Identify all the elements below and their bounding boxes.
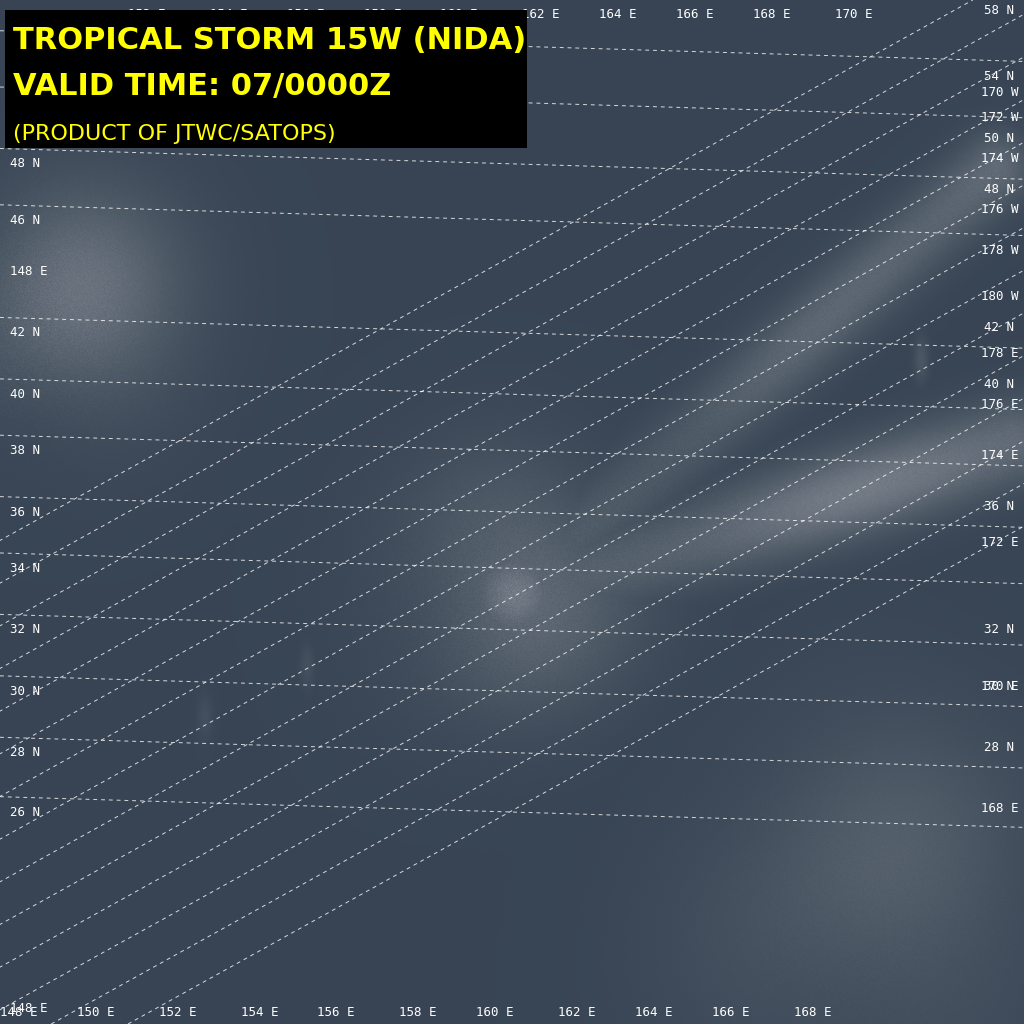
Text: 148 E: 148 E (10, 265, 48, 278)
Text: 26 N: 26 N (10, 806, 40, 818)
Text: 148 E: 148 E (10, 1002, 48, 1015)
Text: 28 N: 28 N (984, 741, 1014, 754)
Text: 48 N: 48 N (10, 158, 40, 170)
Bar (5, 10, 527, 148)
Text: (PRODUCT OF JTWC/SATOPS): (PRODUCT OF JTWC/SATOPS) (13, 124, 336, 144)
Text: 156 E: 156 E (317, 1006, 355, 1019)
Text: 168 E: 168 E (753, 8, 791, 22)
Text: 156 E: 156 E (287, 8, 325, 22)
Text: 38 N: 38 N (10, 444, 40, 457)
Text: 50 N: 50 N (984, 132, 1014, 144)
Text: 150 E: 150 E (77, 1006, 115, 1019)
Text: 176 W: 176 W (981, 204, 1019, 216)
Text: 36 N: 36 N (984, 501, 1014, 513)
Text: 174 W: 174 W (981, 153, 1019, 165)
Text: 40 N: 40 N (984, 378, 1014, 390)
Text: 58 N: 58 N (984, 4, 1014, 16)
Text: 52 N: 52 N (10, 40, 40, 52)
Text: 158 E: 158 E (364, 8, 401, 22)
Text: 46 N: 46 N (10, 214, 40, 226)
Text: 160 E: 160 E (476, 1006, 514, 1019)
Text: 176 E: 176 E (981, 398, 1019, 411)
Text: 154 E: 154 E (241, 1006, 279, 1019)
Text: 54 N: 54 N (984, 71, 1014, 83)
Text: 30 N: 30 N (984, 680, 1014, 692)
Text: VALID TIME: 07/0000Z: VALID TIME: 07/0000Z (13, 72, 392, 100)
Text: 162 E: 162 E (558, 1006, 596, 1019)
Text: 154 E: 154 E (210, 8, 248, 22)
Text: 148 E: 148 E (0, 1006, 38, 1019)
Text: 164 E: 164 E (635, 1006, 673, 1019)
Text: 34 N: 34 N (10, 562, 40, 574)
Text: 36 N: 36 N (10, 506, 40, 518)
Text: 28 N: 28 N (10, 746, 40, 759)
Text: 158 E: 158 E (399, 1006, 437, 1019)
Text: 48 N: 48 N (984, 183, 1014, 196)
Text: 180 W: 180 W (981, 291, 1019, 303)
Text: 166 E: 166 E (676, 8, 714, 22)
Text: 174 E: 174 E (981, 450, 1019, 462)
Text: 170 E: 170 E (981, 680, 1019, 692)
Text: 42 N: 42 N (984, 322, 1014, 334)
Text: 50 N: 50 N (10, 96, 40, 109)
Text: 30 N: 30 N (10, 685, 40, 697)
Text: 178 E: 178 E (981, 347, 1019, 359)
Text: 164 E: 164 E (599, 8, 637, 22)
Text: 152 E: 152 E (159, 1006, 197, 1019)
Text: 172 W: 172 W (981, 112, 1019, 124)
Text: 160 E: 160 E (440, 8, 478, 22)
Text: 42 N: 42 N (10, 327, 40, 339)
Text: 178 W: 178 W (981, 245, 1019, 257)
Text: 40 N: 40 N (10, 388, 40, 400)
Text: 166 E: 166 E (712, 1006, 750, 1019)
Text: 170 E: 170 E (835, 8, 872, 22)
Text: 32 N: 32 N (10, 624, 40, 636)
Text: 172 E: 172 E (981, 537, 1019, 549)
Text: 168 E: 168 E (794, 1006, 831, 1019)
Text: 168 E: 168 E (981, 803, 1019, 815)
Text: TROPICAL STORM 15W (NIDA): TROPICAL STORM 15W (NIDA) (13, 26, 526, 54)
Text: 152 E: 152 E (128, 8, 166, 22)
Text: 162 E: 162 E (522, 8, 560, 22)
Text: 170 W: 170 W (981, 86, 1019, 98)
Text: 32 N: 32 N (984, 624, 1014, 636)
